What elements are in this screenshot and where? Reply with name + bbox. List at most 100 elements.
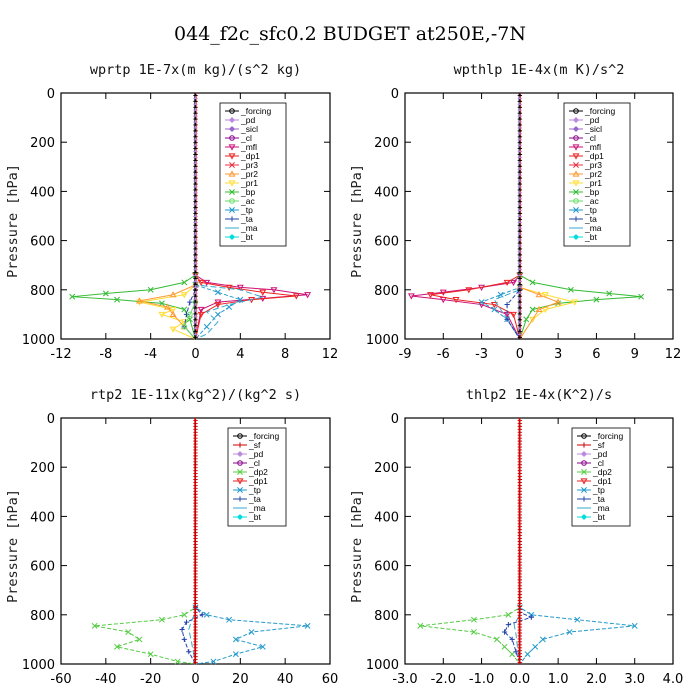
legend-label: _dp1 (248, 476, 268, 486)
data-point-pr1 (571, 299, 579, 306)
legend-label: _ma (248, 503, 266, 513)
legend-marker (229, 198, 235, 204)
zero-profile-marker (193, 335, 198, 340)
legend-label: _tp (584, 205, 597, 215)
legend-label: _tp (240, 205, 253, 215)
x-tick-label: 4.0 (663, 672, 684, 687)
data-point-dp2 (493, 636, 500, 643)
legend-marker (581, 496, 587, 502)
legend-label: _ta (584, 214, 597, 224)
data-point-mfl (236, 284, 244, 291)
x-tick-label: -40 (95, 672, 116, 687)
legend-marker (229, 162, 235, 168)
legend-label: _ma (592, 503, 610, 513)
panel-title: wpthlp 1E-4x(m K)/s^2 (454, 62, 625, 78)
legend-label: _dp2 (248, 467, 268, 477)
legend-label: _ac (584, 196, 599, 206)
legend-label: _bp (584, 187, 599, 197)
legend-label: _dp1 (592, 476, 612, 486)
y-tick-label: 600 (30, 235, 55, 250)
legend-label: _forcing (584, 106, 616, 116)
x-tick-label: 8 (281, 347, 289, 362)
data-point-pr1 (136, 299, 143, 306)
y-tick-label: 600 (374, 560, 399, 575)
y-tick-label: 600 (30, 560, 55, 575)
data-point-ta (183, 311, 190, 317)
series-line-ta (181, 418, 204, 665)
x-tick-label: 3.0 (624, 672, 645, 687)
zero-profile-marker (517, 335, 523, 340)
legend-marker (237, 487, 243, 493)
series-line-dp2 (420, 418, 521, 665)
data-point-dp2 (501, 643, 508, 650)
legend-label: _bp (240, 187, 255, 197)
y-tick-label: 800 (30, 284, 55, 299)
legend-marker (572, 233, 580, 241)
data-point-tp (232, 636, 239, 643)
legend-marker (580, 478, 588, 485)
legend-marker (237, 460, 243, 466)
y-tick-label: 1000 (22, 333, 55, 348)
legend-marker (573, 108, 579, 114)
y-tick-label: 1000 (366, 333, 399, 348)
data-point-mfl (304, 292, 312, 299)
data-point-dp1 (225, 284, 233, 291)
data-point-pr1 (529, 316, 537, 323)
panel-title: wprtp 1E-7x(m kg)/(s^2 kg) (90, 62, 301, 78)
legend-label: _cl (248, 458, 260, 468)
data-point-tp (304, 622, 311, 629)
data-point-bp (606, 290, 613, 297)
legend-label: _sf (248, 440, 261, 450)
legend-label: _pr2 (240, 169, 258, 179)
legend-marker (236, 450, 244, 458)
data-point-dp2 (470, 616, 477, 623)
legend-label: _bt (584, 232, 597, 242)
data-point-dp1 (452, 297, 460, 304)
data-point-tp (491, 306, 498, 313)
legend-label: _pr3 (584, 160, 602, 170)
data-point-dp2 (470, 629, 477, 635)
y-tick-label: 800 (30, 609, 55, 624)
legend-marker (572, 180, 580, 187)
data-point-pr2 (169, 310, 177, 317)
data-point-dp2 (91, 622, 98, 629)
data-point-dp1 (490, 301, 498, 309)
x-tick-label: -8 (99, 347, 112, 362)
legend-label: _tp (248, 485, 261, 495)
data-point-tp (203, 611, 210, 618)
data-point-ta (509, 636, 515, 642)
series-line-ta (503, 418, 533, 665)
data-point-tp (214, 289, 221, 296)
data-point-dp1 (197, 279, 205, 287)
legend-marker (228, 125, 236, 133)
data-point-tp (226, 304, 233, 310)
data-point-tp (566, 629, 573, 635)
series-line-pr2 (519, 93, 560, 340)
legend-marker (228, 170, 236, 177)
x-tick-label: 60 (322, 672, 339, 687)
data-point-bp (638, 293, 645, 300)
legend-marker (581, 442, 587, 448)
data-point-tp (203, 323, 210, 330)
data-point-dp2 (158, 616, 165, 623)
data-point-tp (210, 658, 217, 665)
data-point-pr2 (554, 298, 562, 305)
x-tick-label: -6 (437, 347, 450, 362)
legend-marker (236, 478, 244, 485)
legend-marker (228, 233, 236, 241)
data-point-dp2 (505, 611, 512, 618)
y-tick-label: 200 (30, 461, 55, 476)
data-point-tp (478, 299, 485, 306)
legend-label: _pr2 (584, 169, 602, 179)
x-tick-label: -9 (399, 347, 412, 362)
data-point-tp (574, 616, 581, 623)
legend-marker (228, 116, 236, 124)
legend-label: _pd (248, 449, 263, 459)
legend-label: _pr3 (240, 160, 258, 170)
data-point-tp (214, 311, 221, 318)
x-tick-label: 9 (631, 347, 639, 362)
legend-label: _mfl (584, 142, 601, 152)
data-point-pr1 (169, 326, 177, 333)
y-tick-label: 400 (30, 510, 55, 525)
